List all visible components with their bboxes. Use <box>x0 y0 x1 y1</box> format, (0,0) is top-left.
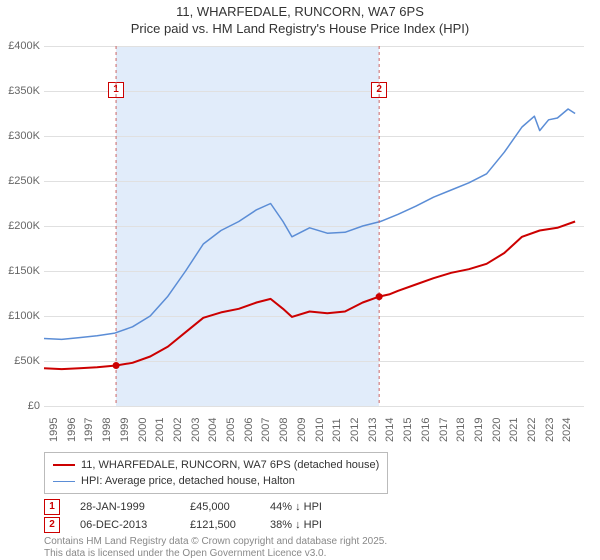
title-line1: 11, WHARFEDALE, RUNCORN, WA7 6PS <box>0 4 600 21</box>
sale-row-1: 1 28-JAN-1999 £45,000 44% ↓ HPI <box>44 498 360 516</box>
chart-container: 11, WHARFEDALE, RUNCORN, WA7 6PS Price p… <box>0 0 600 560</box>
attribution: Contains HM Land Registry data © Crown c… <box>44 536 387 559</box>
sale-dot <box>376 293 383 300</box>
y-axis-label: £100K <box>0 310 40 322</box>
x-axis-label: 2016 <box>420 418 432 442</box>
x-axis-label: 2005 <box>225 418 237 442</box>
attribution-line2: This data is licensed under the Open Gov… <box>44 548 387 560</box>
x-axis-label: 1999 <box>119 418 131 442</box>
series-hpi <box>44 109 575 339</box>
sale-delta-1: 44% ↓ HPI <box>270 501 360 513</box>
x-axis-label: 2021 <box>508 418 520 442</box>
y-axis-label: £400K <box>0 40 40 52</box>
x-axis-label: 2003 <box>190 418 202 442</box>
x-axis-label: 2001 <box>154 418 166 442</box>
legend-label-property: 11, WHARFEDALE, RUNCORN, WA7 6PS (detach… <box>81 459 379 471</box>
title-block: 11, WHARFEDALE, RUNCORN, WA7 6PS Price p… <box>0 0 600 38</box>
sales-table: 1 28-JAN-1999 £45,000 44% ↓ HPI 2 06-DEC… <box>44 498 360 534</box>
x-axis-label: 1996 <box>66 418 78 442</box>
x-axis-label: 2010 <box>314 418 326 442</box>
y-axis-label: £350K <box>0 85 40 97</box>
x-axis-label: 2008 <box>278 418 290 442</box>
title-line2: Price paid vs. HM Land Registry's House … <box>0 21 600 38</box>
legend-row-property: 11, WHARFEDALE, RUNCORN, WA7 6PS (detach… <box>53 457 379 473</box>
sale-dot <box>113 362 120 369</box>
gridline <box>44 406 584 407</box>
x-axis-label: 2006 <box>243 418 255 442</box>
sale-date-1: 28-JAN-1999 <box>80 501 170 513</box>
x-axis-label: 2015 <box>402 418 414 442</box>
x-axis-label: 2017 <box>438 418 450 442</box>
x-axis-label: 1998 <box>101 418 113 442</box>
sale-marker-1: 1 <box>44 499 60 515</box>
chart-area: £0£50K£100K£150K£200K£250K£300K£350K£400… <box>44 46 584 406</box>
y-axis-label: £200K <box>0 220 40 232</box>
x-axis-label: 2019 <box>473 418 485 442</box>
x-axis-label: 1997 <box>83 418 95 442</box>
y-axis-label: £150K <box>0 265 40 277</box>
legend-swatch-hpi <box>53 481 75 482</box>
legend-label-hpi: HPI: Average price, detached house, Halt… <box>81 475 295 487</box>
y-axis-label: £250K <box>0 175 40 187</box>
x-axis-label: 2013 <box>367 418 379 442</box>
sale-date-2: 06-DEC-2013 <box>80 519 170 531</box>
sale-marker-2: 2 <box>44 517 60 533</box>
x-axis-label: 1995 <box>48 418 60 442</box>
sale-delta-2: 38% ↓ HPI <box>270 519 360 531</box>
y-axis-label: £50K <box>0 355 40 367</box>
sale-price-1: £45,000 <box>190 501 250 513</box>
attribution-line1: Contains HM Land Registry data © Crown c… <box>44 536 387 548</box>
x-axis-label: 2024 <box>561 418 573 442</box>
x-axis-label: 2004 <box>207 418 219 442</box>
legend: 11, WHARFEDALE, RUNCORN, WA7 6PS (detach… <box>44 452 388 494</box>
sale-price-2: £121,500 <box>190 519 250 531</box>
series-property <box>44 222 575 370</box>
sale-row-2: 2 06-DEC-2013 £121,500 38% ↓ HPI <box>44 516 360 534</box>
x-axis-label: 2014 <box>384 418 396 442</box>
x-axis-label: 2012 <box>349 418 361 442</box>
x-axis-label: 2009 <box>296 418 308 442</box>
series-svg <box>44 46 584 406</box>
x-axis-label: 2007 <box>260 418 272 442</box>
y-axis-label: £300K <box>0 130 40 142</box>
x-axis-label: 2023 <box>544 418 556 442</box>
x-axis-label: 2018 <box>455 418 467 442</box>
legend-swatch-property <box>53 464 75 466</box>
x-axis-label: 2011 <box>331 418 343 442</box>
legend-row-hpi: HPI: Average price, detached house, Halt… <box>53 473 379 489</box>
x-axis-label: 2020 <box>491 418 503 442</box>
x-axis-label: 2000 <box>137 418 149 442</box>
x-axis-label: 2022 <box>526 418 538 442</box>
x-axis-label: 2002 <box>172 418 184 442</box>
y-axis-label: £0 <box>0 400 40 412</box>
